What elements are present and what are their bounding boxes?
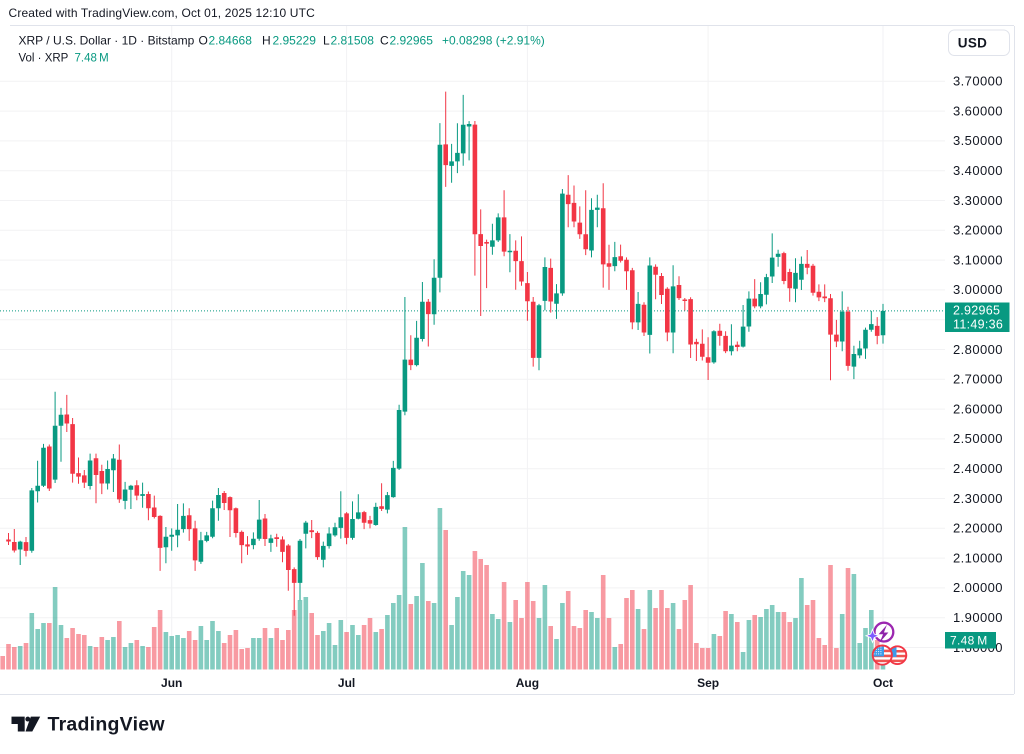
svg-text:Oct: Oct [873,676,893,690]
svg-text:3.50000: 3.50000 [953,133,1003,148]
svg-text:Vol · XRP: Vol · XRP [19,53,69,65]
svg-text:USD: USD [958,35,987,50]
svg-text:XRP / U.S. Dollar · 1D · Bitst: XRP / U.S. Dollar · 1D · Bitstamp [19,34,195,48]
svg-text:2.70000: 2.70000 [953,372,1003,387]
svg-text:7.48 M: 7.48 M [75,53,109,65]
svg-text:2.84668: 2.84668 [209,34,253,48]
svg-text:3.30000: 3.30000 [953,193,1003,208]
svg-text:Sep: Sep [697,676,719,690]
svg-text:H: H [262,34,271,48]
svg-text:11:49:36: 11:49:36 [953,318,1003,332]
svg-text:3.10000: 3.10000 [953,252,1003,267]
svg-text:TradingView: TradingView [48,713,166,735]
svg-text:7.48 M: 7.48 M [950,634,988,648]
svg-text:O: O [199,34,208,48]
svg-text:2.20000: 2.20000 [953,521,1003,536]
svg-text:2.95229: 2.95229 [273,34,317,48]
svg-text:2.30000: 2.30000 [953,491,1003,506]
svg-text:2.60000: 2.60000 [953,401,1003,416]
svg-text:3.60000: 3.60000 [953,103,1003,118]
svg-text:2.80000: 2.80000 [953,342,1003,357]
svg-text:2.10000: 2.10000 [953,550,1003,565]
svg-text:C: C [380,34,389,48]
svg-text:Created with TradingView.com,: Created with TradingView.com, Oct 01, 20… [9,6,316,20]
svg-text:2.81508: 2.81508 [331,34,375,48]
svg-text:+0.08298 (+2.91%): +0.08298 (+2.91%) [442,34,545,48]
svg-text:3.40000: 3.40000 [953,163,1003,178]
svg-text:Jun: Jun [161,676,182,690]
svg-text:2.00000: 2.00000 [953,580,1003,595]
svg-text:2.92965: 2.92965 [953,304,1000,318]
svg-text:Jul: Jul [338,676,355,690]
svg-text:L: L [323,34,330,48]
svg-text:2.92965: 2.92965 [390,34,434,48]
svg-text:3.00000: 3.00000 [953,282,1003,297]
svg-text:1.90000: 1.90000 [953,610,1003,625]
svg-text:3.20000: 3.20000 [953,223,1003,238]
svg-text:3.70000: 3.70000 [953,74,1003,89]
svg-text:Aug: Aug [516,676,539,690]
svg-text:2.40000: 2.40000 [953,461,1003,476]
svg-text:2.50000: 2.50000 [953,431,1003,446]
